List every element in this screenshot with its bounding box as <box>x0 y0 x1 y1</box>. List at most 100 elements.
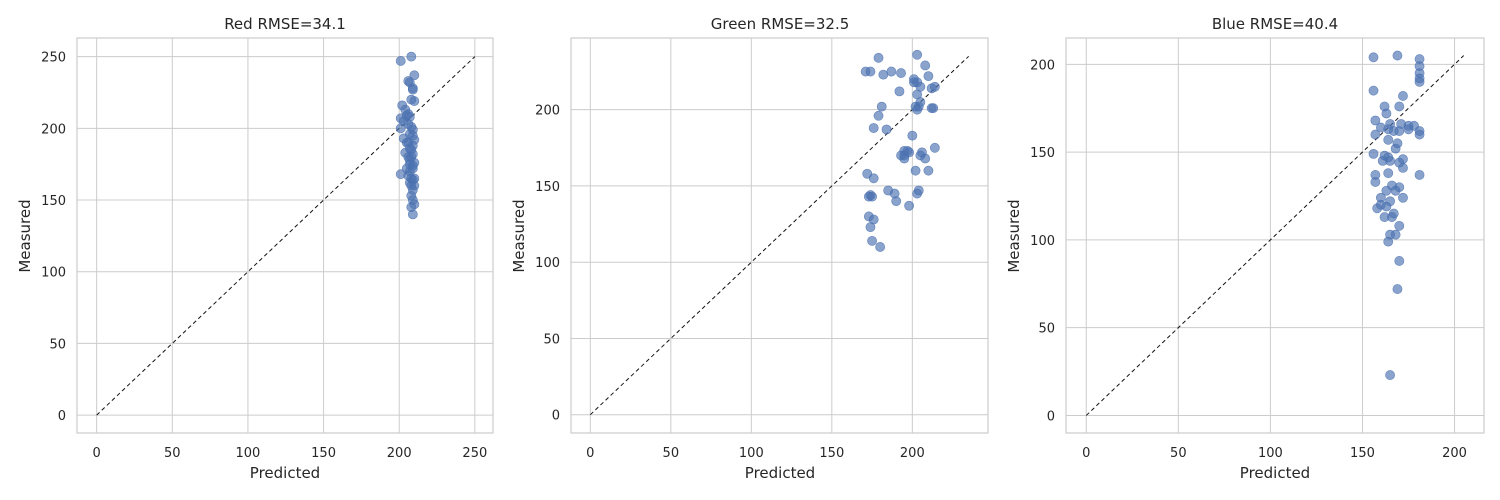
data-points <box>1368 50 1425 380</box>
data-point <box>1394 126 1405 136</box>
data-point <box>1414 76 1425 87</box>
y-tick-label: 200 <box>41 122 66 137</box>
x-tick-label: 0 <box>93 446 101 461</box>
data-point <box>1383 236 1394 247</box>
y-axis-label: Measured <box>510 199 528 272</box>
x-axis-label: Predicted <box>1240 464 1310 482</box>
y-tick-label: 50 <box>49 337 66 352</box>
data-point <box>1392 284 1403 294</box>
data-point <box>1375 199 1386 210</box>
data-point <box>1392 50 1403 61</box>
data-point <box>1398 91 1408 101</box>
data-point <box>865 66 876 77</box>
subplot-title: Green RMSE=32.5 <box>711 15 850 33</box>
x-tick-label: 100 <box>739 446 764 461</box>
x-tick-label: 0 <box>586 446 594 461</box>
data-point <box>929 81 940 92</box>
data-points <box>860 49 940 252</box>
data-point <box>923 165 934 176</box>
data-point <box>406 51 417 62</box>
plot-area-frame <box>1065 37 1485 434</box>
data-point <box>907 130 918 141</box>
data-point <box>1368 52 1379 63</box>
data-point <box>1394 256 1405 266</box>
data-point <box>926 103 937 114</box>
x-tick-label: 150 <box>819 446 844 461</box>
data-point <box>1368 148 1379 159</box>
tick-labels: 0 50 100 150 200 0 50 100 150 200 <box>535 104 925 461</box>
identity-line <box>1085 55 1465 416</box>
grid <box>1066 38 1484 433</box>
y-tick-label: 100 <box>1030 234 1055 249</box>
x-tick-label: 0 <box>1082 446 1090 461</box>
data-point <box>873 52 884 63</box>
subplot-title: Blue RMSE=40.4 <box>1212 15 1338 33</box>
data-point <box>409 173 420 184</box>
data-point <box>891 196 902 207</box>
y-tick-label: 50 <box>1038 322 1055 337</box>
data-point <box>1383 134 1394 145</box>
data-point <box>867 191 877 202</box>
subplot-red: 0 50 100 150 200 250 0 50 100 150 200 250 Red RMSE=… <box>16 15 494 482</box>
data-point <box>407 130 418 141</box>
tick-labels: 0 50 100 150 200 0 50 100 150 200 <box>1030 58 1467 461</box>
data-point <box>915 97 926 107</box>
plot-area-frame <box>76 37 494 434</box>
data-point <box>1390 143 1401 154</box>
x-axis-label: Predicted <box>250 464 320 482</box>
data-point <box>1381 108 1392 119</box>
y-tick-label: 50 <box>543 332 560 347</box>
x-tick-label: 200 <box>900 446 925 461</box>
data-point <box>1398 154 1408 165</box>
data-point <box>894 86 905 97</box>
data-point <box>913 185 924 196</box>
data-point <box>896 68 906 78</box>
data-point <box>395 56 406 66</box>
data-point <box>881 124 892 135</box>
data-point <box>868 173 879 184</box>
data-point <box>873 110 884 121</box>
data-point <box>1370 177 1381 187</box>
data-point <box>875 242 886 252</box>
data-point <box>1394 101 1405 112</box>
subplot-title: Red RMSE=34.1 <box>224 15 346 33</box>
data-point <box>912 49 923 60</box>
subplot-green: 0 50 100 150 200 0 50 100 150 200 Green RMSE=32.5… <box>510 15 989 482</box>
x-tick-label: 150 <box>311 446 336 461</box>
data-point <box>876 101 887 112</box>
data-point <box>1394 220 1405 231</box>
data-point <box>406 202 417 213</box>
y-tick-label: 100 <box>535 256 560 271</box>
data-point <box>409 70 420 81</box>
data-point <box>867 235 877 246</box>
x-tick-label: 100 <box>1258 446 1283 461</box>
data-point <box>1403 124 1414 135</box>
y-tick-label: 150 <box>535 180 560 195</box>
data-point <box>1414 170 1425 180</box>
grid <box>77 38 493 433</box>
data-point <box>899 150 910 161</box>
plot-area-frame <box>570 37 989 434</box>
data-point <box>929 142 940 153</box>
y-tick-label: 200 <box>1030 58 1055 73</box>
data-point <box>403 109 414 119</box>
data-point <box>878 69 889 80</box>
x-tick-label: 50 <box>1170 446 1187 461</box>
data-point <box>409 96 420 106</box>
y-axis-label: Measured <box>16 199 34 272</box>
identity-line <box>96 56 476 416</box>
tick-labels: 0 50 100 150 200 250 0 50 100 150 200 250 <box>41 51 487 461</box>
data-points <box>395 51 420 220</box>
y-tick-label: 150 <box>41 194 66 209</box>
data-point <box>1385 155 1395 166</box>
data-point <box>904 200 915 211</box>
data-point <box>1383 124 1394 135</box>
data-point <box>865 222 876 233</box>
x-axis-label: Predicted <box>745 464 815 482</box>
data-point <box>1414 126 1425 136</box>
x-tick-label: 150 <box>1350 446 1375 461</box>
y-axis-label: Measured <box>1005 199 1023 272</box>
x-tick-label: 200 <box>1442 446 1467 461</box>
